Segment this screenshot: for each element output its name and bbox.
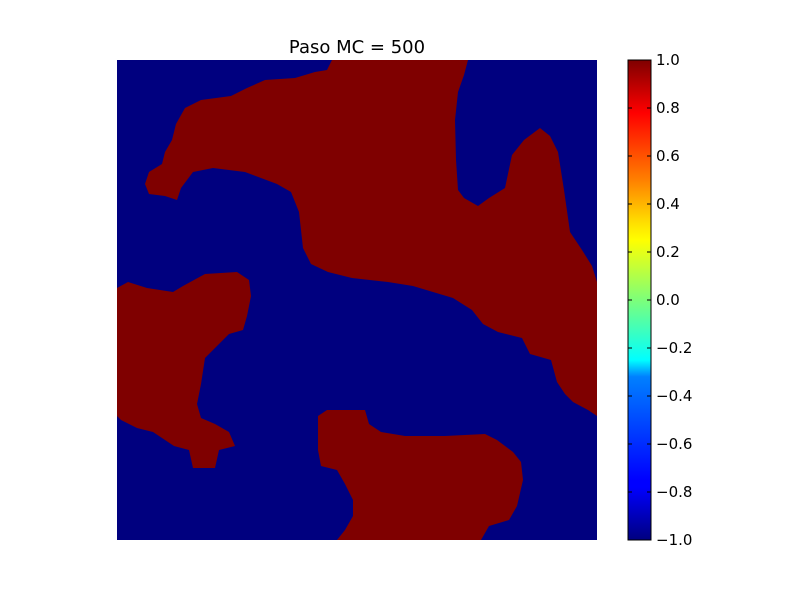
- heatmap-domain-plus-one: [145, 60, 597, 416]
- heatmap-domain-plus-one: [318, 410, 523, 540]
- colorbar-tick-label: 0.8: [656, 99, 680, 117]
- colorbar-ticks: 1.0 0.8 0.6 0.4 0.2 0.0 −0.2 −0.4 −0.6 −0.8 −1.0: [628, 51, 692, 549]
- colorbar-tick-label: −0.2: [656, 339, 692, 357]
- colorbar-tick-label: −0.6: [656, 435, 692, 453]
- heatmap-plot: [117, 60, 597, 540]
- colorbar-tick-label: −0.8: [656, 483, 692, 501]
- colorbar-tick-label: 0.6: [656, 147, 680, 165]
- chart-title: Paso MC = 500: [289, 37, 425, 58]
- colorbar-tick-label: −0.4: [656, 387, 692, 405]
- colorbar-tick-label: 0.0: [656, 291, 680, 309]
- colorbar-tick-label: 1.0: [656, 51, 680, 69]
- colorbar-tick-label: −1.0: [656, 531, 692, 549]
- colorbar-tick-label: 0.2: [656, 243, 680, 261]
- colorbar-tick-label: 0.4: [656, 195, 680, 213]
- heatmap-domain-plus-one: [117, 272, 251, 468]
